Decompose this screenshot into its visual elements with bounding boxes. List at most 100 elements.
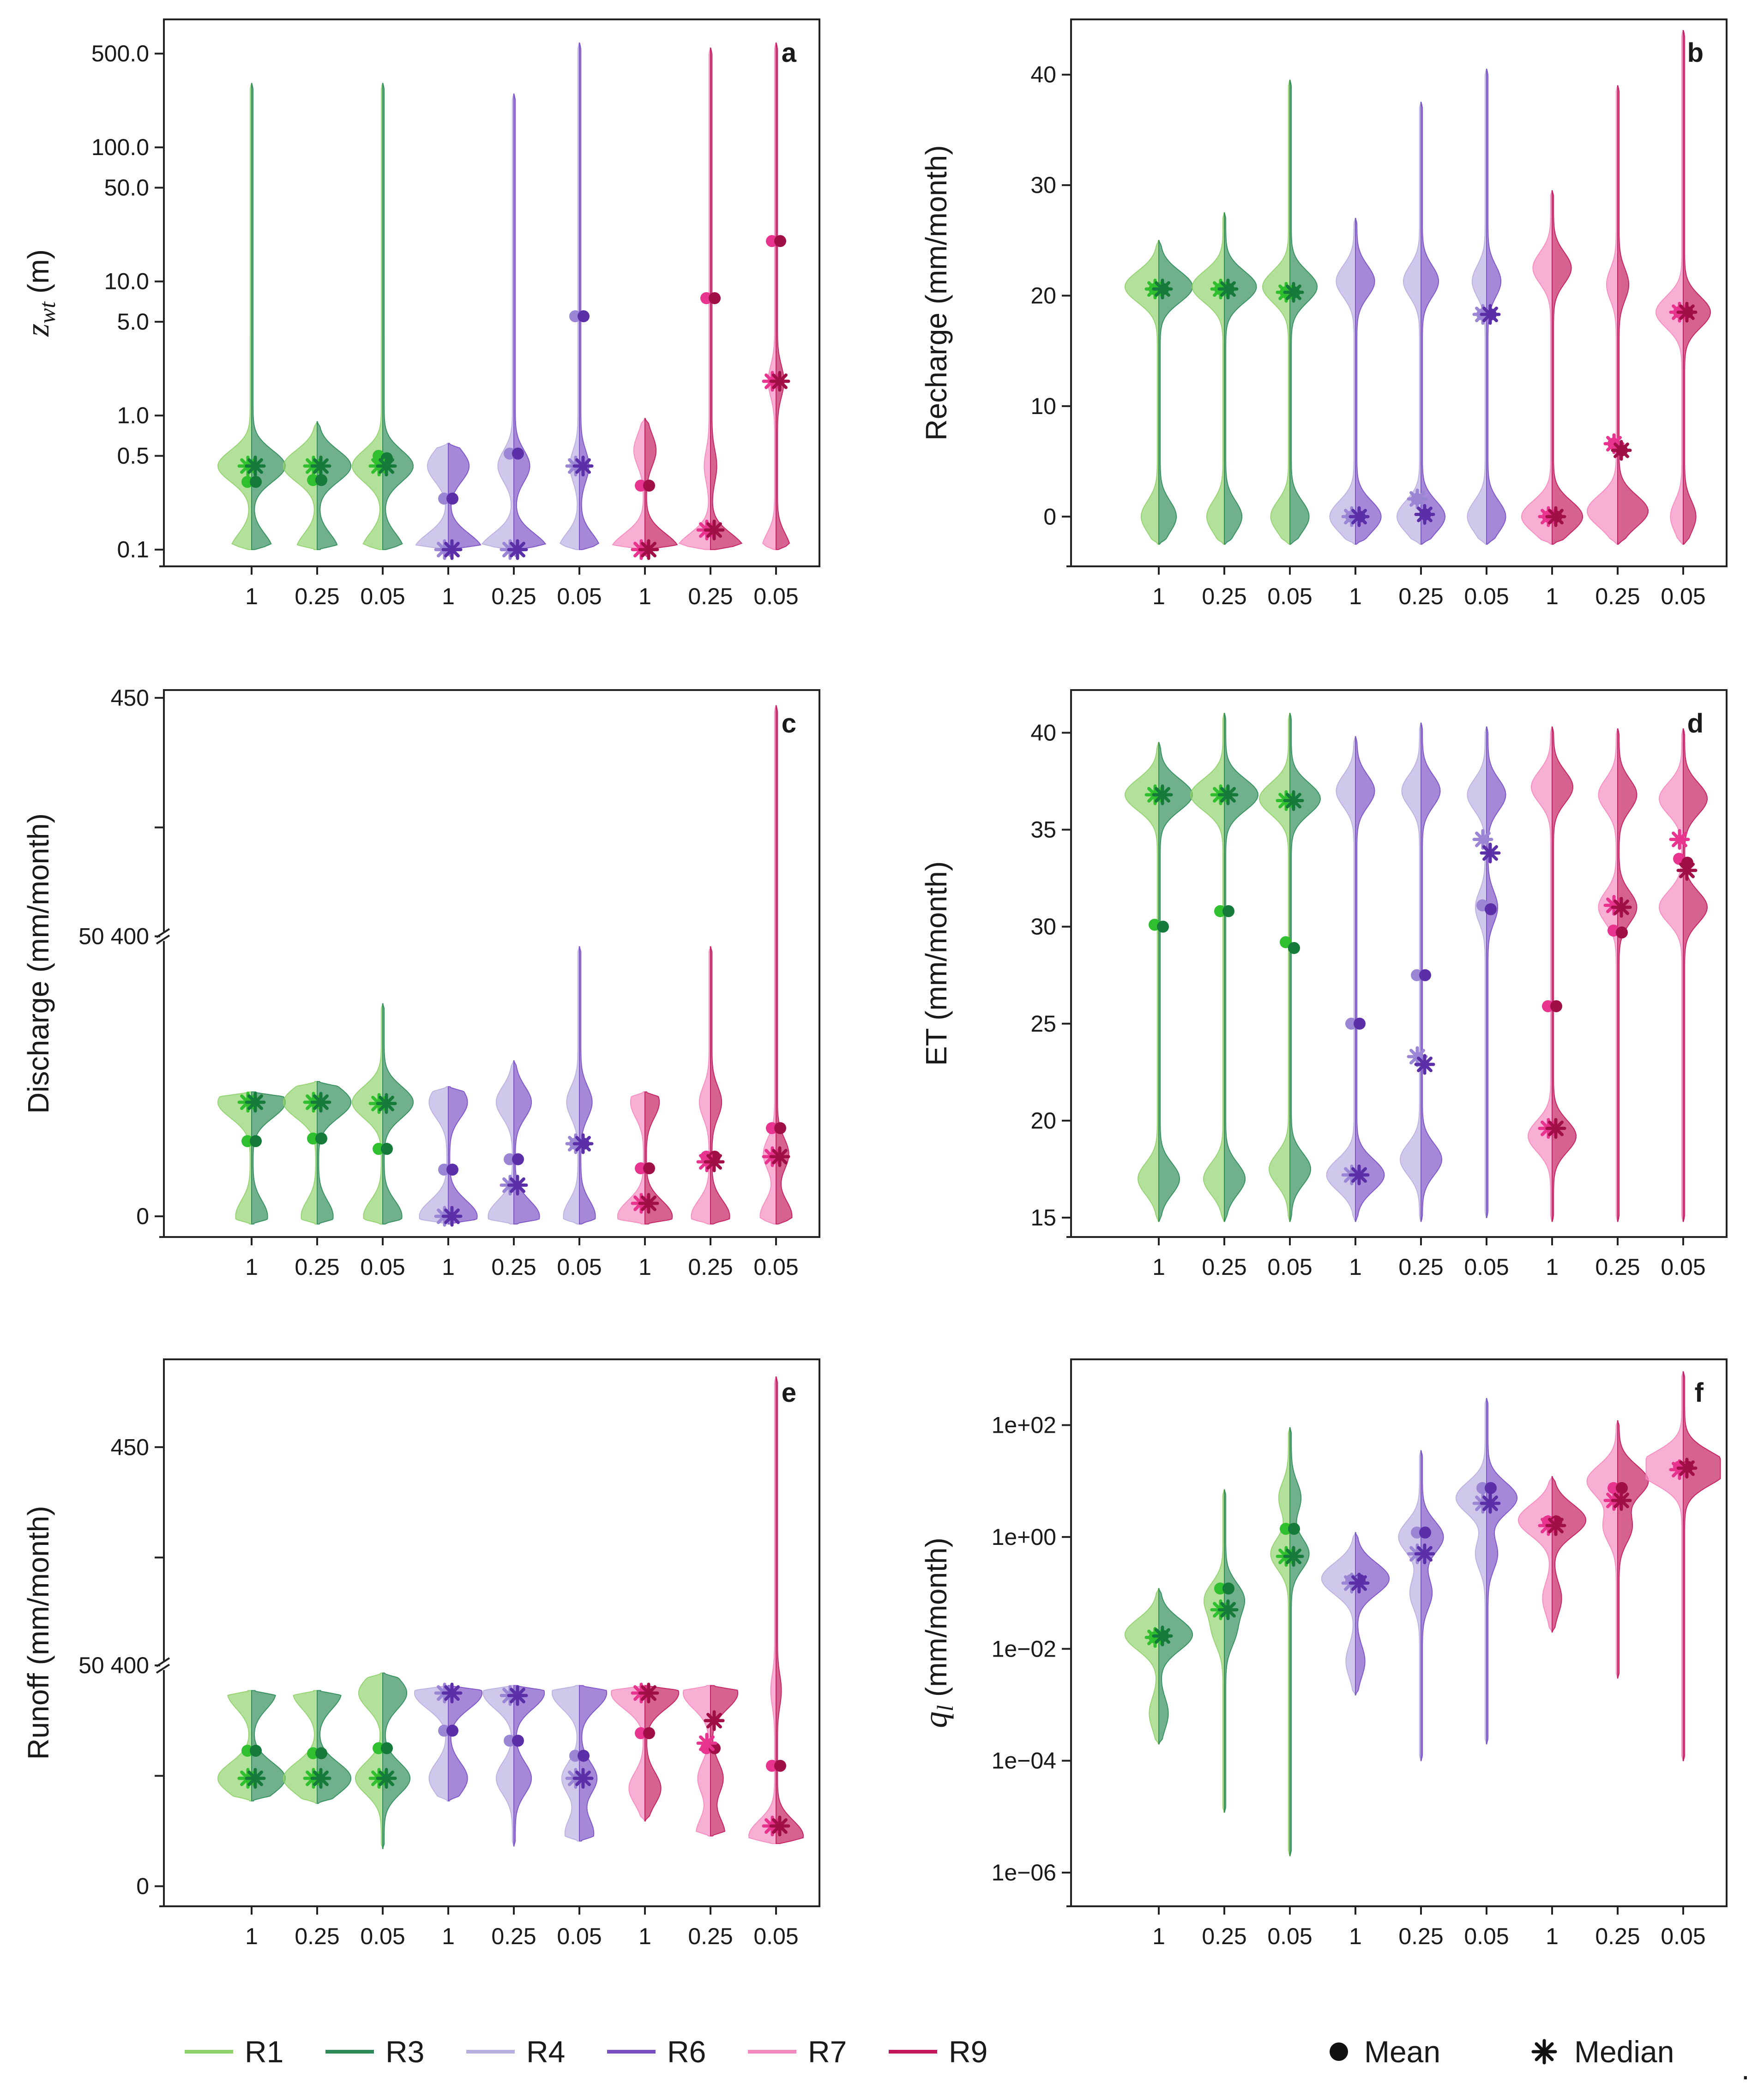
mean-point-R3 xyxy=(1222,1582,1234,1595)
x-tick-label: 0.25 xyxy=(1202,1254,1246,1280)
violin-half-R9 xyxy=(644,1091,673,1225)
violin-half-R7 xyxy=(691,946,711,1225)
violin-half-R9 xyxy=(1683,30,1711,545)
violin-half-R4 xyxy=(1467,726,1487,1219)
median-marker-R3 xyxy=(376,456,397,477)
median-marker-R6 xyxy=(441,1206,463,1227)
mean-point-R6 xyxy=(1419,969,1431,981)
x-tick-label: 0.25 xyxy=(688,1923,733,1949)
violins xyxy=(1124,30,1711,545)
mean-point-R4 xyxy=(438,1163,450,1176)
median-marker-R9-stroke xyxy=(641,1195,656,1211)
violin-half-R9 xyxy=(1617,728,1638,1222)
violins xyxy=(1124,1371,1721,1856)
median-marker-R3 xyxy=(310,456,331,477)
violin-half-R9 xyxy=(776,1376,804,1844)
mean-point-R7 xyxy=(635,1727,647,1739)
median-marker-R9 xyxy=(1545,1515,1566,1536)
median-marker-R9 xyxy=(1611,1490,1632,1511)
median-marker-R6-stroke xyxy=(1351,1575,1367,1591)
x-tick-label: 1 xyxy=(245,1923,258,1949)
mean-point-R9 xyxy=(709,292,721,305)
mean-point-R1 xyxy=(1280,936,1292,949)
x-tick-label: 0.25 xyxy=(295,1254,339,1280)
mean-point-R1 xyxy=(1280,1523,1292,1535)
violin-half-R6 xyxy=(513,1685,545,1847)
legend-label-R6: R6 xyxy=(667,2035,706,2069)
violin-half-R3 xyxy=(251,1091,286,1225)
median-marker-R3 xyxy=(310,1092,331,1113)
median-marker-R9-stroke xyxy=(641,1685,656,1701)
violin-half-R3 xyxy=(382,1003,414,1225)
violin-half-R1 xyxy=(1270,1427,1290,1856)
x-tick-label: 0.05 xyxy=(753,1254,798,1280)
violin-half-R9 xyxy=(710,946,730,1225)
mean-point-R4 xyxy=(1411,969,1423,981)
median-marker-R6-stroke xyxy=(510,1177,525,1193)
violin-half-R1 xyxy=(217,83,252,550)
violin-half-R3 xyxy=(1224,1489,1246,1813)
y-tick-label: 50 400 xyxy=(78,1652,149,1678)
y-tick-label: 50 400 xyxy=(78,924,149,949)
median-marker-R6-stroke xyxy=(1351,509,1367,525)
median-marker-R3-stroke xyxy=(1286,793,1301,809)
median-marker-R9 xyxy=(704,1151,725,1172)
median-marker-R6 xyxy=(1349,1573,1370,1594)
y-axis-title-unit: (m) xyxy=(22,249,55,302)
violin-half-R9 xyxy=(1617,1420,1649,1679)
median-marker-R7 xyxy=(696,1733,717,1754)
median-marker-R9 xyxy=(638,539,659,560)
median-marker-R9-stroke xyxy=(706,1154,722,1170)
mean-point-R3 xyxy=(1288,1523,1300,1535)
median-marker-R3-stroke xyxy=(1220,1602,1236,1618)
legend-median-marker xyxy=(1531,2039,1557,2065)
violin-half-R7 xyxy=(617,1091,645,1225)
x-tick-label: 1 xyxy=(1152,1923,1165,1949)
violin-half-R7 xyxy=(682,1685,711,1837)
mean-point-R7 xyxy=(766,1122,778,1135)
median-marker-R6-stroke xyxy=(444,1208,460,1225)
violin-half-R7 xyxy=(1517,1476,1553,1633)
median-marker-R9 xyxy=(638,1193,659,1214)
mean-point-R3 xyxy=(1222,905,1234,918)
x-tick-label: 0.25 xyxy=(1398,1254,1443,1280)
mean-point-R9 xyxy=(1550,1000,1562,1012)
y-tick-label: 10.0 xyxy=(104,269,149,294)
median-marker-R3-stroke xyxy=(1286,284,1301,300)
median-marker-R6 xyxy=(507,1685,528,1706)
x-tick-label: 0.05 xyxy=(360,1254,405,1280)
panel-f: 1e−06 1e−04 1e−02 1e+00 1e+02 1 0.25 0.05 1 0.25 0… xyxy=(917,1358,1728,1949)
median-marker-R6 xyxy=(1480,842,1501,864)
median-marker-R9 xyxy=(704,1710,725,1731)
x-tick-label: 0.05 xyxy=(753,1923,798,1949)
x-tick-label: 1 xyxy=(1546,1254,1559,1280)
violin-half-R1 xyxy=(283,421,318,550)
x-tick-label: 0.25 xyxy=(295,583,339,609)
violin-half-R3 xyxy=(1158,742,1193,1222)
median-marker-R4-stroke xyxy=(1409,491,1425,507)
mean-point-R1 xyxy=(1214,1582,1226,1595)
median-marker-R3 xyxy=(1283,282,1304,303)
axis-break-mark xyxy=(156,928,170,938)
violin-half-R4 xyxy=(488,1060,514,1225)
median-marker-R9 xyxy=(1611,440,1632,461)
panel-a: 0.1 0.5 1.0 5.0 10.0 50.0 100.0 500.0 1 0.25 0.05 1… xyxy=(19,18,820,609)
median-marker-R6-stroke xyxy=(1417,1057,1433,1072)
axis-break-mark xyxy=(156,934,170,945)
median-marker-R6-stroke xyxy=(1482,845,1498,861)
median-marker-R6-stroke xyxy=(1482,306,1498,323)
x-tick-label: 1 xyxy=(1546,583,1559,609)
x-tick-label: 0.25 xyxy=(1595,1254,1640,1280)
y-tick-label: 20 xyxy=(1030,282,1056,308)
median-marker-R6-stroke xyxy=(575,458,591,474)
mean-point-R4 xyxy=(504,447,516,460)
x-tick-label: 0.25 xyxy=(491,1254,536,1280)
violin-half-R1 xyxy=(1124,1588,1159,1745)
violin-half-R6 xyxy=(448,1086,478,1225)
violin-half-R4 xyxy=(1455,1398,1487,1745)
median-marker-R9-stroke xyxy=(1679,304,1695,320)
y-tick-label: 1e+02 xyxy=(992,1412,1056,1438)
median-marker-R9-stroke xyxy=(1679,862,1695,878)
mean-point-R6 xyxy=(512,1153,524,1165)
